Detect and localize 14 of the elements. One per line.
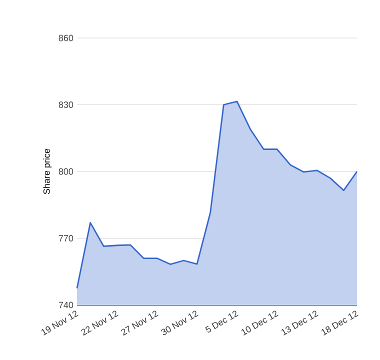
x-tick-label: 27 Nov 12 — [121, 310, 158, 336]
y-tick-label: 740 — [58, 302, 74, 308]
x-tick-label: 19 Nov 12 — [41, 310, 78, 336]
x-tick-label: 30 Nov 12 — [161, 310, 198, 336]
y-tick-label: 830 — [58, 102, 74, 108]
x-tick-label: 18 Dec 12 — [321, 310, 358, 336]
y-tick-label: 860 — [58, 34, 74, 42]
y-tick-label: 770 — [58, 235, 74, 242]
x-tick-label: 10 Dec 12 — [241, 310, 278, 336]
y-tick-label: 800 — [58, 168, 74, 175]
x-tick-label: 13 Dec 12 — [281, 310, 318, 336]
x-tick-label: 5 Dec 12 — [205, 310, 238, 333]
x-tick-label: 22 Nov 12 — [81, 310, 118, 336]
y-axis-title: Share price — [43, 148, 52, 194]
